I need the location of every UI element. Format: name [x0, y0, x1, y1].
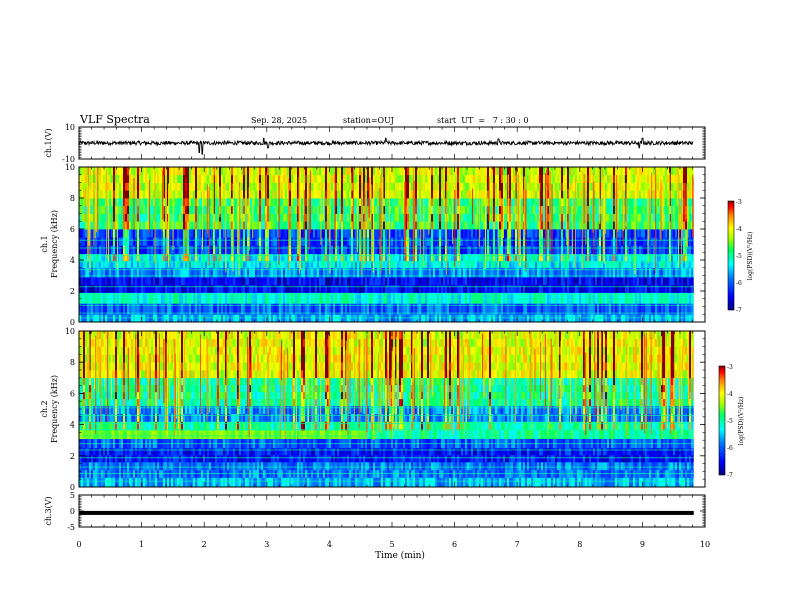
ch3-waveform-panel: 5 0 -5 [67, 491, 706, 532]
ch1-colorbar: -3 -4 -5 -6 -7 log(PSD)(V²/Hz) [727, 199, 754, 314]
ch1-waveform-trace [78, 137, 694, 155]
ch2-spec-ylabel: Frequency (kHz) [50, 375, 59, 443]
ch1-spectrogram-ytick-label: 2 [70, 287, 75, 296]
start-time-label: start UT = 7 : 30 : 0 [437, 116, 529, 125]
ch1-spectrogram-ytick-label: 10 [65, 163, 75, 172]
ch1-spectrogram-heatmap [79, 167, 705, 323]
time-axis-label: Time (min) [375, 550, 425, 561]
time-tick-label: 9 [640, 540, 645, 549]
time-tick-label: 7 [515, 540, 520, 549]
ch2-spectrogram-panel: 0 2 4 6 8 10 [65, 327, 706, 492]
ch1-spectrogram-panel: 0 2 4 6 8 10 [65, 163, 706, 327]
ch2-colorbar-tick: -7 [727, 472, 733, 479]
ch1-colorbar-tick: -5 [736, 253, 742, 260]
time-tick-label: 8 [577, 540, 582, 549]
ch2-spectrogram-ytick-label: 0 [70, 483, 75, 492]
ch2-spectrogram-ytick-label: 6 [70, 389, 75, 398]
ch2-spectrogram-ytick-label: 10 [65, 327, 75, 336]
ch3-ylabel: ch.3(V) [44, 496, 53, 525]
ch2-colorbar-tick: -5 [727, 418, 733, 425]
ch2-colorbar-tick: -6 [727, 445, 733, 452]
ch2-spectrogram-heatmap [79, 331, 705, 488]
station-label: station=OUJ [343, 116, 394, 125]
ch3-waveform-trace [79, 510, 694, 515]
ch1-colorbar-tick: -6 [736, 280, 742, 287]
ch1-colorbar-tick: -3 [736, 199, 742, 206]
ch2-spectrogram-ytick-label: 2 [70, 452, 75, 461]
time-tick-label: 4 [327, 540, 332, 549]
ch1-spec-channel-label: ch.1 [40, 235, 49, 252]
ch1-spec-ylabel: Frequency (kHz) [50, 210, 59, 278]
time-tick-label: 2 [202, 540, 207, 549]
ch3-waveform-ytick-label: -5 [67, 523, 75, 532]
ch1-spectrogram-ytick-label: 0 [70, 318, 75, 327]
ch1-waveform-ytick-label: -10 [62, 155, 75, 164]
time-tick-label: 0 [76, 540, 81, 549]
ch3-waveform-ytick-label: 5 [70, 491, 75, 500]
time-axis: 0 1 2 3 4 5 6 7 8 9 10 [76, 540, 710, 549]
ch1-colorbar-tick: -7 [736, 307, 742, 314]
ch1-colorbar-tick: -4 [736, 226, 742, 233]
ch2-colorbar-tick: -3 [727, 364, 733, 371]
ch2-colorbar: -3 -4 -5 -6 -7 log(PSD)(V²/Hz) [718, 364, 745, 479]
figure-title: VLF Spectra [79, 113, 150, 126]
ch1-spectrogram-ytick-label: 8 [70, 194, 75, 203]
ch1-ylabel: ch.1(V) [44, 128, 53, 157]
time-tick-label: 5 [389, 540, 394, 549]
ch2-spectrogram-ytick-label: 4 [70, 421, 75, 430]
ch1-spectrogram-ytick-label: 4 [70, 256, 75, 265]
date-label: Sep. 28, 2025 [251, 116, 307, 125]
ch1-colorbar-label: log(PSD)(V²/Hz) [747, 232, 754, 281]
ch2-spectrogram-ytick-label: 8 [70, 358, 75, 367]
ch2-colorbar-tick: -4 [727, 391, 733, 398]
ch1-waveform-ytick-label: 10 [65, 123, 75, 132]
time-tick-label: 10 [700, 540, 710, 549]
ch3-waveform-ytick-label: 0 [70, 507, 75, 516]
time-tick-label: 6 [452, 540, 457, 549]
ch2-spec-channel-label: ch.2 [40, 400, 49, 417]
ch1-spectrogram-ytick-label: 6 [70, 225, 75, 234]
ch1-waveform-panel: 10 -10 [62, 123, 706, 164]
ch2-colorbar-label: log(PSD)(V²/Hz) [738, 397, 745, 446]
time-tick-label: 1 [139, 540, 144, 549]
time-tick-label: 3 [264, 540, 269, 549]
